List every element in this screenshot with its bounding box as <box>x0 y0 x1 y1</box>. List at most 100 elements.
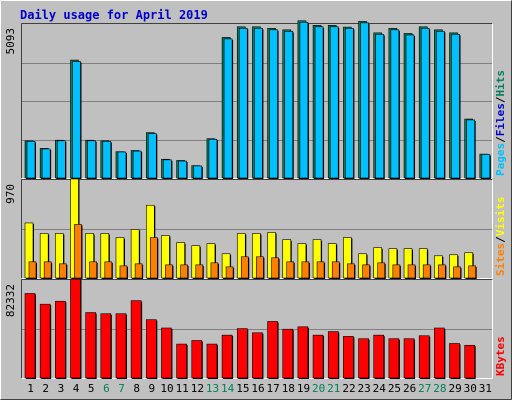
day-label: 21 <box>327 382 340 395</box>
kbytes-bar <box>55 300 66 379</box>
files-bar <box>345 28 354 179</box>
kbytes-bar <box>206 343 218 379</box>
files-bar <box>284 31 294 179</box>
sites-bar <box>422 264 431 279</box>
day-label: 16 <box>251 382 264 395</box>
day-label: 27 <box>418 382 431 395</box>
files-bar <box>223 38 233 179</box>
files-bar <box>299 21 309 179</box>
day-label: 2 <box>42 382 49 395</box>
files-bar <box>163 159 172 179</box>
files-bar <box>390 29 400 179</box>
files-bar <box>57 140 66 179</box>
sites-bar <box>407 264 416 279</box>
kbytes-panel: 82332 KBytes <box>4 278 507 379</box>
sites-bar <box>392 264 401 279</box>
files-bar <box>208 138 218 179</box>
sites-bar <box>225 266 234 279</box>
sites-bar <box>149 237 158 279</box>
kbytes-bar <box>434 327 445 379</box>
hits-panel-ymax-label: 5093 <box>4 28 17 55</box>
day-label: 3 <box>58 382 65 395</box>
files-bar <box>481 154 491 179</box>
kbytes-bar <box>176 343 187 379</box>
kbytes-bar <box>388 338 400 379</box>
day-label: 17 <box>267 382 280 395</box>
kbytes-panel-legend-item: KBytes <box>494 336 507 376</box>
visits-panel: 970 Sites/Visits <box>4 178 507 279</box>
kbytes-bar <box>267 321 278 379</box>
files-bar <box>375 34 385 179</box>
chart-title: Daily usage for April 2019 <box>20 8 208 22</box>
kbytes-bar <box>191 340 203 379</box>
day-label: 7 <box>118 382 125 395</box>
kbytes-bar <box>464 344 475 379</box>
files-bar <box>420 28 430 179</box>
sites-bar <box>210 262 219 279</box>
files-bar <box>405 34 415 179</box>
day-labels: 1 2 3 4 5 6 7 8 9 10 11 12 13 14 15 16 17 18 19 20 21 22 23 24 2… <box>27 382 492 395</box>
kbytes-bar <box>130 300 142 379</box>
kbytes-bar <box>449 343 460 379</box>
files-bar <box>117 151 127 179</box>
hits-panel-legend-item: Hits <box>494 70 507 97</box>
hits-panel-legend-separator: / <box>494 136 507 143</box>
kbytes-bar <box>403 338 415 379</box>
sites-bar <box>438 264 446 279</box>
sites-bar <box>301 261 310 279</box>
files-bar <box>132 150 142 179</box>
files-bar <box>314 26 324 179</box>
day-label: 26 <box>403 382 416 395</box>
sites-bar <box>316 261 325 279</box>
kbytes-bar <box>373 334 385 379</box>
sites-bar <box>256 256 264 279</box>
sites-bar <box>59 263 67 279</box>
files-bar <box>26 141 36 179</box>
day-label: 8 <box>133 382 140 395</box>
files-bar <box>329 26 339 179</box>
sites-bar <box>89 261 97 279</box>
day-label: 28 <box>433 382 446 395</box>
files-bar <box>178 160 187 179</box>
day-label: 29 <box>448 382 461 395</box>
kbytes-bar <box>252 332 263 379</box>
kbytes-bar <box>327 331 339 379</box>
visits-panel-ymax-label: 970 <box>4 184 17 204</box>
day-label: 4 <box>73 382 80 395</box>
day-label: 20 <box>312 382 325 395</box>
sites-bar <box>468 265 476 279</box>
kbytes-bar <box>70 278 81 379</box>
visits-panel-legend-separator: / <box>494 236 507 243</box>
day-label: 18 <box>282 382 295 395</box>
kbytes-panel-legend: KBytes <box>494 336 507 376</box>
visits-panel-legend-item: Visits <box>494 197 507 237</box>
day-label: 1 <box>27 382 34 395</box>
kbytes-bar <box>145 319 157 379</box>
kbytes-bar <box>312 334 324 379</box>
day-label: 13 <box>206 382 219 395</box>
visits-panel-legend-item: Sites <box>494 243 507 276</box>
files-bar <box>41 148 51 179</box>
sites-bar <box>331 261 340 279</box>
visits-panel-legend: Sites/Visits <box>494 197 507 277</box>
sites-bar <box>119 265 128 279</box>
sites-bar <box>104 261 113 279</box>
files-bar <box>102 141 112 179</box>
files-bar <box>72 61 81 179</box>
sites-bar <box>377 262 386 279</box>
files-bar <box>238 28 248 179</box>
sites-bar <box>43 261 52 279</box>
day-label: 22 <box>342 382 355 395</box>
files-bar <box>147 133 157 179</box>
files-bar <box>87 140 96 179</box>
sites-bar <box>453 266 461 279</box>
day-label: 10 <box>160 382 173 395</box>
day-label: 15 <box>236 382 249 395</box>
hits-panel-legend: Pages/Files/Hits <box>494 70 507 176</box>
files-bar <box>193 165 203 179</box>
day-label: 31 <box>479 382 492 395</box>
files-bar <box>436 31 445 179</box>
